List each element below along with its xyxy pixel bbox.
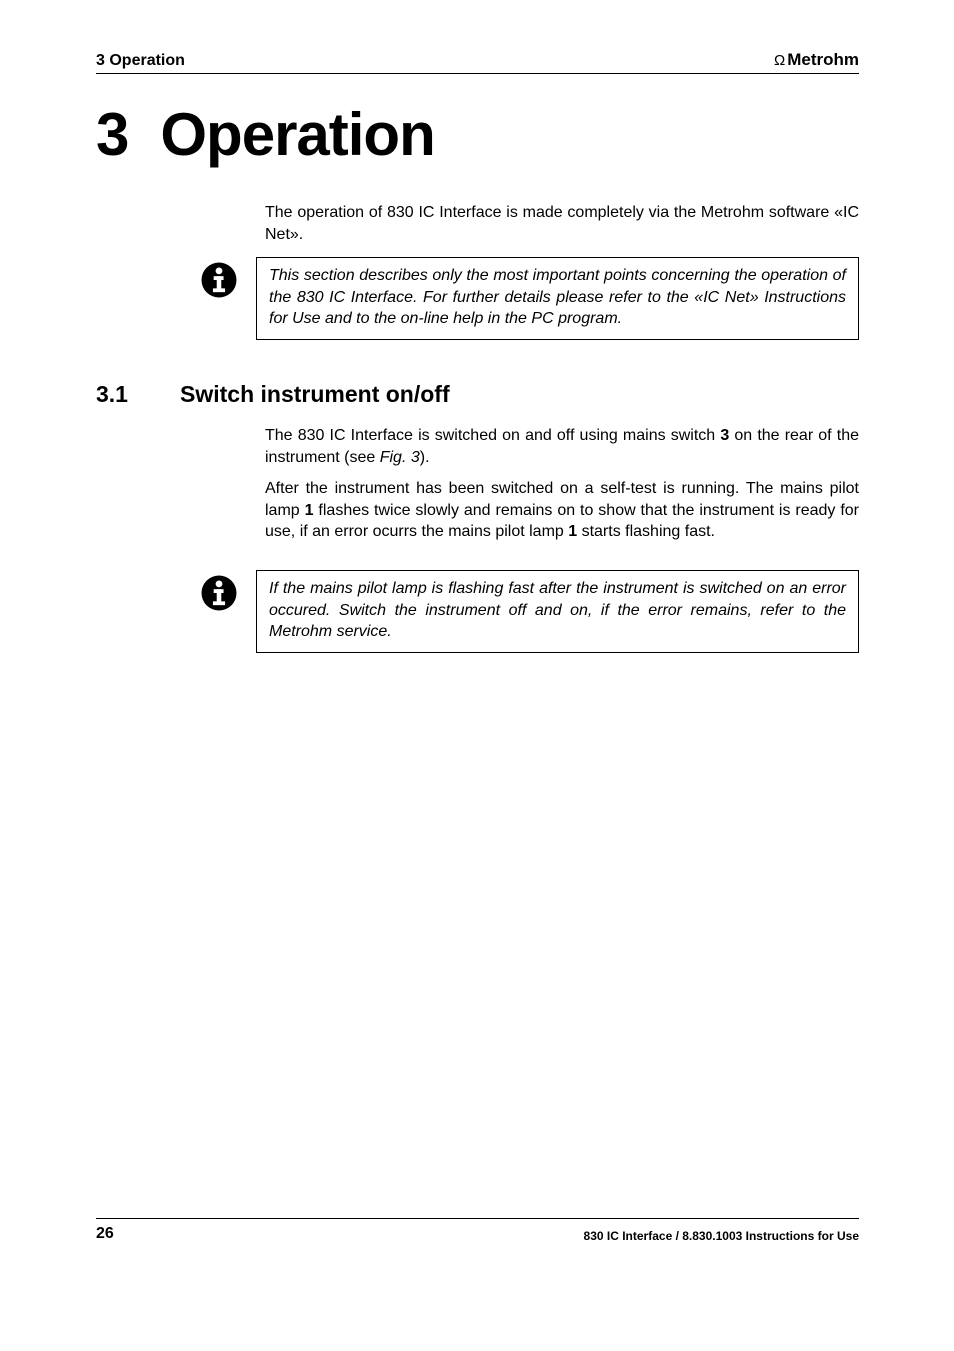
figure-ref: Fig. 3 <box>380 449 420 466</box>
section-paragraph-2: After the instrument has been switched o… <box>265 478 859 543</box>
ref-lamp-1a: 1 <box>305 502 314 519</box>
page-header: 3 Operation ΩMetrohm <box>96 50 859 74</box>
ref-switch-3: 3 <box>720 427 729 444</box>
info-icon <box>200 574 238 612</box>
brand-omega-icon: Ω <box>774 52 785 69</box>
info-note-2-text: If the mains pilot lamp is flashing fast… <box>256 570 859 653</box>
brand-logo: ΩMetrohm <box>774 50 859 70</box>
info-note-1: This section describes only the most imp… <box>200 257 859 340</box>
info-note-1-text: This section describes only the most imp… <box>256 257 859 340</box>
intro-paragraph: The operation of 830 IC Interface is mad… <box>265 202 859 245</box>
section-heading: 3.1Switch instrument on/off <box>96 381 450 408</box>
section-paragraph-1: The 830 IC Interface is switched on and … <box>265 425 859 468</box>
chapter-heading: 3 Operation <box>96 100 435 169</box>
header-chapter-label: 3 Operation <box>96 52 185 70</box>
ref-lamp-1b: 1 <box>568 523 577 540</box>
document-page: 3 Operation ΩMetrohm 3 Operation The oper… <box>0 0 954 1351</box>
info-icon <box>200 261 238 299</box>
info-note-2: If the mains pilot lamp is flashing fast… <box>200 570 859 653</box>
chapter-title-text: Operation <box>160 101 434 168</box>
page-footer: 26 830 IC Interface / 8.830.1003 Instruc… <box>96 1218 859 1243</box>
section-number: 3.1 <box>96 381 180 408</box>
document-id: 830 IC Interface / 8.830.1003 Instructio… <box>584 1229 859 1243</box>
chapter-number: 3 <box>96 100 128 169</box>
section-title: Switch instrument on/off <box>180 381 450 407</box>
page-number: 26 <box>96 1225 114 1243</box>
brand-name: Metrohm <box>787 50 859 70</box>
